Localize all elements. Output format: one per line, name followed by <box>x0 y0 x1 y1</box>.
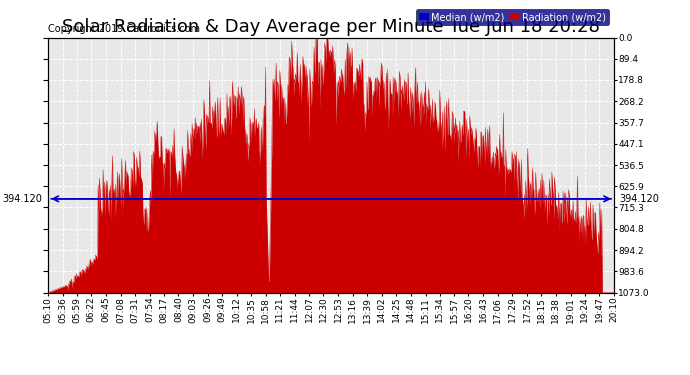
Title: Solar Radiation & Day Average per Minute Tue Jun 18 20:28: Solar Radiation & Day Average per Minute… <box>62 18 600 36</box>
Text: 394.120: 394.120 <box>3 194 43 204</box>
Text: Copyright 2019 Cartronics.com: Copyright 2019 Cartronics.com <box>48 24 200 34</box>
Text: 394.120: 394.120 <box>620 194 660 204</box>
Legend: Median (w/m2), Radiation (w/m2): Median (w/m2), Radiation (w/m2) <box>416 9 609 25</box>
